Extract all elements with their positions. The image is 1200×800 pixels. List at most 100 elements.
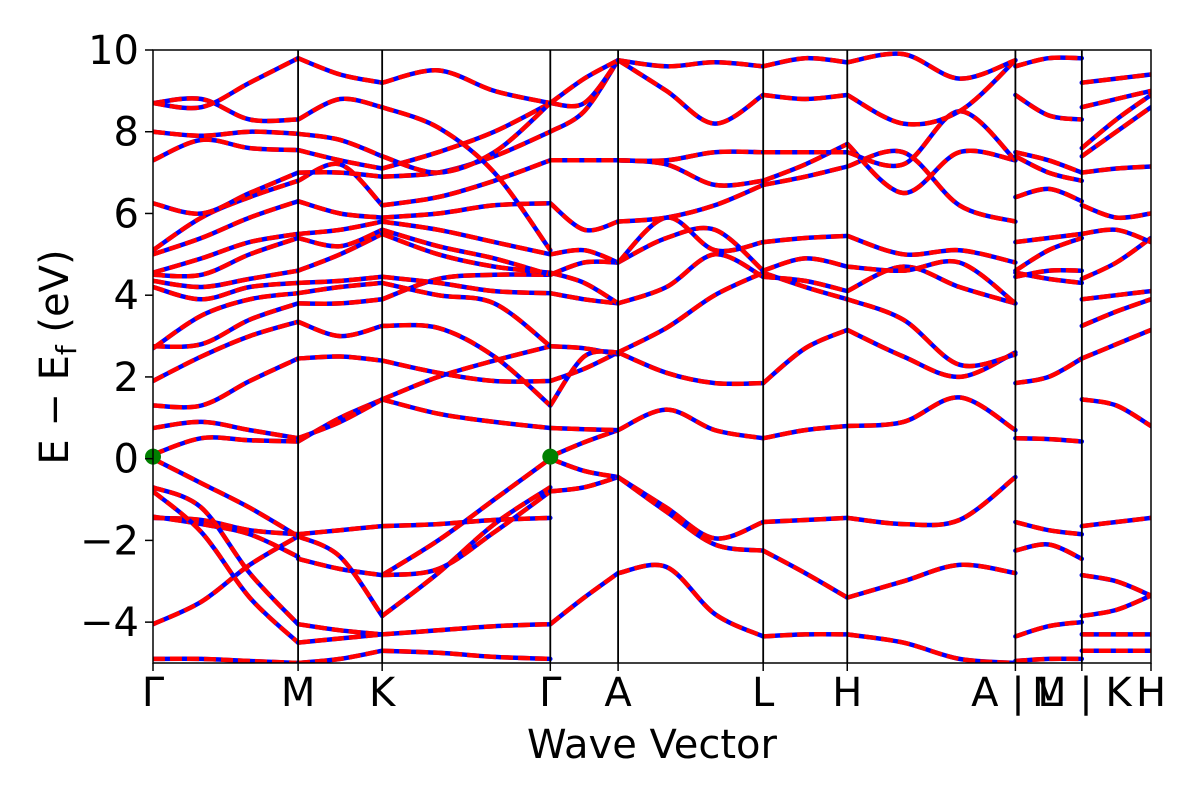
band-line-dashed-0-15 [153,235,299,279]
band-line-dashed-0-1 [153,534,300,627]
band-line-dashed-3-1 [550,474,619,494]
band-line-dashed-8-16 [1081,72,1151,85]
band-line-dashed-4-12 [616,58,765,126]
band-line-dashed-6-5 [846,297,1016,369]
band-line-dashed-6-11 [846,109,1017,169]
band-line-dashed-5-7 [762,256,848,273]
band-line-solid-0-9 [153,356,301,410]
band-line-dashed-3-12 [548,201,619,233]
band-line-solid-1-5 [295,534,385,619]
band-crossing-marker-1 [542,448,559,465]
band-line-dashed-0-23 [153,56,300,111]
band-line-dashed-0-11 [153,301,299,350]
band-line-dashed-3-5 [549,350,620,384]
x-tick-label-6: H [832,670,862,716]
band-line-solid-4-3 [615,407,766,441]
band-line-dashed-1-20 [297,131,384,159]
band-line-dashed-4-0 [617,562,765,639]
band-line-dashed-1-19 [297,147,383,171]
band-line-dashed-4-7 [617,225,765,273]
band-line-dashed-1-8 [297,354,383,363]
band-line-dashed-2-16 [382,201,551,220]
band-line-dashed-0-17 [153,199,299,257]
band-line-dashed-3-3 [549,427,619,459]
band-line-dashed-6-0 [846,632,1016,663]
band-line-dashed-2-12 [381,274,551,296]
x-tick-label-8: M | K [1032,670,1133,716]
band-line-dashed-2-20 [381,101,552,175]
band-line-dashed-5-4 [761,327,849,385]
band-line-dashed-7-11 [1014,154,1083,183]
band-line-dashed-1-9 [297,319,383,339]
band-line-dashed-3-15 [550,58,620,109]
band-line-dashed-8-2 [1081,593,1151,619]
band-line-dashed-8-4 [1081,515,1151,529]
band-line-dashed-4-8 [616,215,764,265]
band-line-dashed-3-9 [549,270,620,306]
band-line-dashed-1-10 [298,297,383,306]
band-line-dashed-5-1 [763,515,848,525]
band-line-dashed-3-4 [550,425,619,433]
band-line-dashed-0-0 [153,656,299,663]
band-line-dashed-4-13 [617,57,764,69]
band-line-dashed-7-13 [1014,93,1083,122]
band-line-dashed-5-9 [762,164,848,188]
band-line-solid-5-4 [760,327,850,386]
band-line-dashed-6-13 [846,51,1017,81]
y-axis-label-unit: (eV) [32,249,78,345]
band-line-dashed-6-8 [846,233,1016,265]
band-line-dashed-7-7 [1014,268,1082,280]
special-markers [145,448,559,465]
band-line-dashed-0-14 [153,268,299,290]
bands-layer [153,51,1151,663]
band-line-dashed-7-14 [1014,55,1082,69]
band-line-solid-3-12 [548,201,621,233]
x-tick-label-3: Γ [539,670,562,716]
band-line-dashed-2-4 [382,515,551,529]
band-line-dashed-2-5 [381,489,552,578]
y-axis-label: E − Ef (eV) [32,249,83,464]
band-line-dashed-1-4 [297,523,383,537]
band-line-dashed-2-0 [382,648,551,662]
plot-frame [152,49,1152,664]
band-line-dashed-2-11 [381,280,552,349]
band-line-solid-6-1 [845,474,1018,528]
band-line-dashed-8-9 [1080,236,1151,281]
band-line-dashed-2-2 [380,485,552,618]
band-line-dashed-2-21 [381,105,553,252]
band-line-dashed-7-12 [1014,150,1083,175]
band-line-dashed-1-17 [297,161,384,207]
band-line-dashed-0-3 [153,514,300,559]
x-tick-label-7: A | L [971,670,1060,716]
y-tick-label-3: 2 [114,355,139,401]
band-line-dashed-6-1 [847,475,1017,528]
band-line-dashed-3-0 [548,571,620,626]
band-line-dashed-4-3 [617,407,764,441]
band-line-dashed-0-13 [153,280,299,302]
band-line-dashed-5-8 [762,233,848,245]
band-line-dashed-0-5 [153,485,300,626]
band-line-dashed-4-11 [618,149,764,164]
band-line-dashed-5-0 [763,632,848,639]
band-line-dashed-1-12 [298,274,383,286]
x-tick-label-0: Γ [142,670,165,716]
y-tick-label-4: 4 [114,273,139,319]
y-axis-ticks: −4 −2 0 2 4 6 8 10 [80,28,153,646]
y-axis-label-subscript: f [50,344,83,355]
band-line-dashed-6-12 [846,58,1017,127]
y-tick-label-7: 10 [88,28,139,74]
band-line-dashed-5-10 [762,141,849,183]
band-line-dashed-0-20 [153,137,299,163]
band-line-dashed-1-0 [297,648,383,663]
band-line-solid-4-9 [615,182,766,224]
band-line-dashed-6-7 [847,259,1017,306]
band-line-dashed-7-8 [1014,235,1083,273]
x-tick-label-5: L [752,670,775,716]
band-line-dashed-4-5 [617,270,765,355]
band-line-solid-6-5 [845,297,1018,369]
band-line-solid-0-18 [153,178,301,253]
band-line-dashed-0-10 [153,319,299,384]
band-line-dashed-2-14 [381,227,551,277]
band-line-dashed-3-11 [549,247,619,265]
